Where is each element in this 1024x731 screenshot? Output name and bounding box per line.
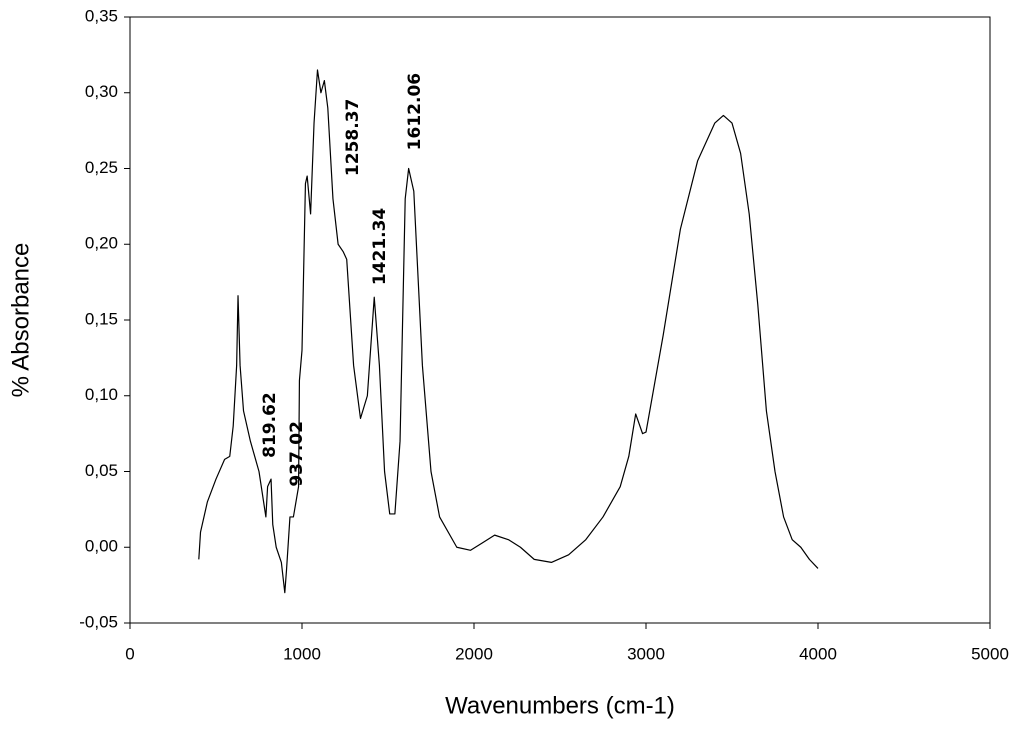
y-axis-title: % Absorbance [7, 243, 34, 398]
y-tick-label: 0,20 [85, 234, 118, 253]
y-tick-label: 0,30 [85, 82, 118, 101]
spectrum-line [198, 69, 819, 594]
x-axis-title: Wavenumbers (cm-1) [445, 692, 675, 719]
peak-annotation: 1258.37 [343, 99, 363, 176]
plot-frame [129, 16, 991, 624]
y-tick-label: 0,05 [85, 461, 118, 480]
x-tick-label: 5000 [971, 644, 1009, 663]
peak-annotation: 937.02 [287, 421, 307, 487]
y-tick-label: 0,15 [85, 309, 118, 328]
x-tick-label: 0 [125, 644, 134, 663]
peak-annotation: 819.62 [260, 392, 280, 458]
x-tick-label: 1000 [283, 644, 321, 663]
x-tick-label: 4000 [799, 644, 837, 663]
x-tick-label: 3000 [627, 644, 665, 663]
y-tick-label: 0,25 [85, 158, 118, 177]
peak-annotation: 1421.34 [370, 208, 390, 286]
y-tick-label: 0,10 [85, 385, 118, 404]
y-tick-label: 0,35 [85, 6, 118, 25]
x-tick-label: 2000 [455, 644, 493, 663]
y-tick-label: 0,00 [85, 537, 118, 556]
y-tick-label: -0,05 [79, 612, 118, 631]
peak-annotation: 1612.06 [405, 73, 425, 150]
